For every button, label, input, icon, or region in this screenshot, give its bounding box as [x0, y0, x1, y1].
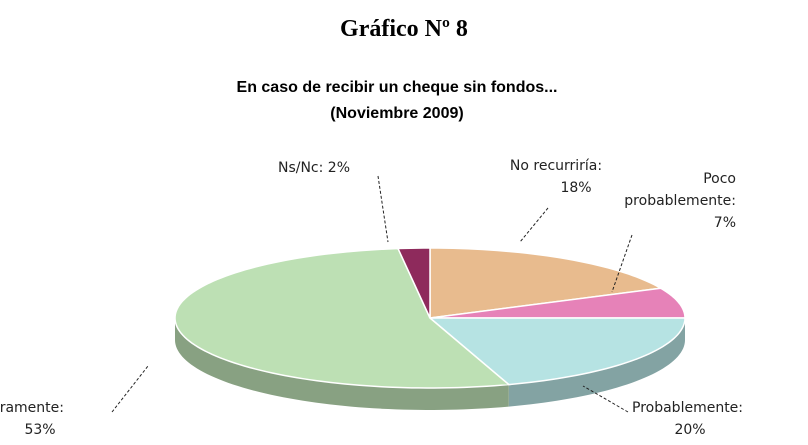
leader-line: [582, 385, 629, 413]
data-label: Poco probablemente: 7%: [624, 171, 736, 231]
leader-line: [111, 365, 149, 413]
data-label: Probablemente: 20%: [632, 400, 743, 438]
slice: [174, 247, 511, 389]
slice: [396, 247, 431, 319]
heading: Gráfico Nº 8: [340, 16, 468, 42]
leader-line: [377, 175, 389, 243]
slice: [429, 247, 664, 319]
slice-side: [175, 318, 509, 410]
slice: [429, 287, 686, 319]
data-label: No recurriría: 18%: [510, 158, 602, 196]
data-label: Ns/Nc: 2%: [278, 160, 350, 176]
chart-title: En caso de recibir un cheque sin fondos.…: [237, 79, 558, 96]
slice-side: [508, 318, 685, 407]
leader-line: [611, 234, 633, 293]
leader-line: [519, 207, 549, 243]
data-label: Seguramente:53%: [0, 400, 64, 438]
chart-subtitle: (Noviembre 2009): [330, 105, 463, 122]
slice: [427, 317, 686, 386]
